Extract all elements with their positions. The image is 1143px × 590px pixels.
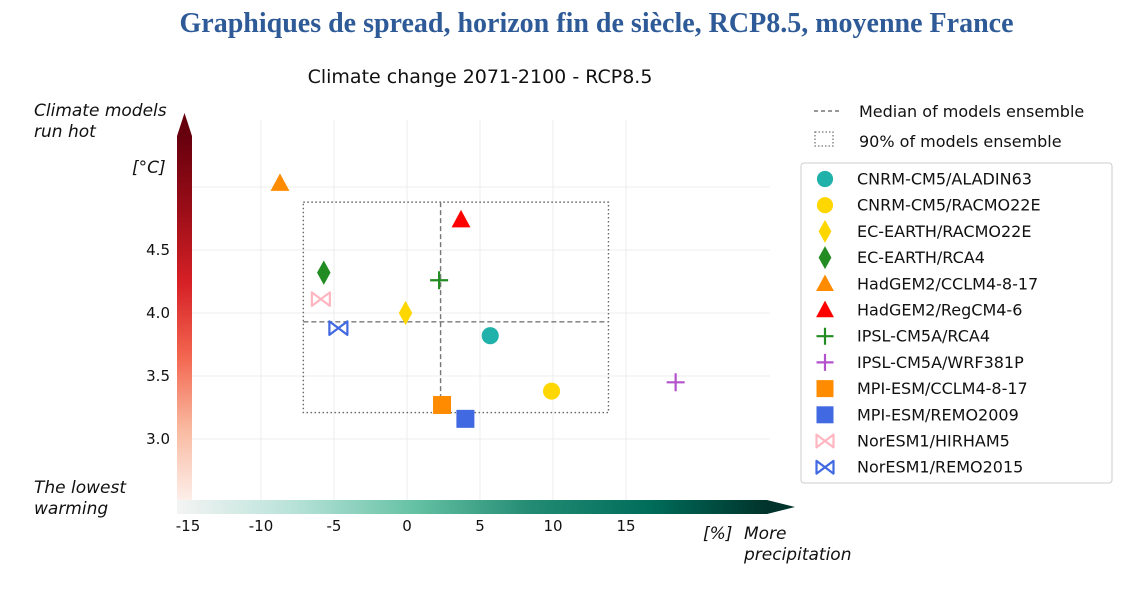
marker-hadgem2-cclm4-8-17 xyxy=(270,173,290,191)
bottom-left-label-line2: warming xyxy=(34,499,108,519)
marker-hadgem2-regcm4-6 xyxy=(451,209,471,228)
precipitation-colorbar xyxy=(177,500,767,514)
marker-noresm1-hirham5 xyxy=(310,291,331,307)
legend-label: NorESM1/HIRHAM5 xyxy=(857,432,1010,451)
legend-swatch xyxy=(818,219,832,243)
legend-p90-label: 90% of models ensemble xyxy=(859,132,1062,151)
temperature-colorbar xyxy=(177,136,192,502)
marker-cnrm-cm5-racmo22e xyxy=(542,382,561,400)
x-unit-label: [%] xyxy=(703,524,732,544)
x-tick-label: 0 xyxy=(402,517,412,535)
marker-ipsl-cm5a-rca4 xyxy=(430,271,449,290)
x-tick-labels: -15 -10 -5 0 5 10 15 xyxy=(176,517,636,535)
legend-median-label: Median of models ensemble xyxy=(859,102,1084,121)
y-tick-label: 4.0 xyxy=(146,304,170,322)
marker-mpi-esm-cclm4-8-17 xyxy=(433,395,452,414)
marker-mpi-esm-remo2009 xyxy=(456,409,475,428)
marker-cnrm-cm5-aladin63 xyxy=(481,327,499,345)
marker-ec-earth-rca4 xyxy=(317,260,331,285)
temperature-colorbar-arrow xyxy=(177,113,192,136)
legend-label: IPSL-CM5A/RCA4 xyxy=(857,327,990,346)
x-tick-label: 10 xyxy=(543,517,562,535)
legend-box xyxy=(800,162,1113,484)
bottom-left-label-line1: The lowest xyxy=(34,478,127,498)
legend-label: MPI-ESM/REMO2009 xyxy=(857,405,1019,424)
x-label-line1: More xyxy=(744,524,787,544)
median-lines xyxy=(303,202,609,413)
y-unit-label: [°C] xyxy=(132,158,166,178)
legend-label: HadGEM2/RegCM4-6 xyxy=(857,301,1022,320)
legend-label: HadGEM2/CCLM4-8-17 xyxy=(857,274,1038,293)
precipitation-colorbar-arrow xyxy=(767,500,795,514)
marker-ipsl-cm5a-wrf381p xyxy=(666,373,685,392)
page-title: Graphiques de spread, horizon fin de siè… xyxy=(179,8,1014,39)
legend-swatch xyxy=(818,246,832,270)
legend-swatch xyxy=(815,433,835,449)
p90-rect xyxy=(302,201,610,414)
x-label-line2: precipitation xyxy=(743,545,851,565)
legend-label: EC-EARTH/RCA4 xyxy=(857,248,985,267)
y-top-label: Climate models run hot xyxy=(34,101,172,142)
bottom-left-label: The lowest warming xyxy=(34,478,131,519)
y-tick-label: 3.5 xyxy=(146,367,170,385)
x-tick-label: -15 xyxy=(176,517,201,535)
legend-label: IPSL-CM5A/WRF381P xyxy=(857,353,1024,372)
legend-p90-swatch xyxy=(814,131,834,147)
legend-swatch xyxy=(816,197,834,214)
grid xyxy=(187,120,770,503)
legend-swatch xyxy=(815,459,835,475)
data-markers xyxy=(270,173,685,428)
x-tick-label: 5 xyxy=(475,517,485,535)
legend-reference: Median of models ensemble 90% of models … xyxy=(814,102,1084,151)
x-label: More precipitation xyxy=(743,524,851,565)
legend-swatch xyxy=(816,327,834,345)
legend-swatch xyxy=(816,406,834,424)
legend-swatch xyxy=(816,274,834,292)
legend-swatch xyxy=(816,300,834,318)
y-top-label-line1: Climate models xyxy=(34,101,167,121)
marker-ec-earth-racmo22e xyxy=(398,300,413,326)
legend-models: CNRM-CM5/ALADIN63 CNRM-CM5/RACMO22E EC-EAR… xyxy=(815,170,1041,477)
y-top-label-line2: run hot xyxy=(34,122,97,142)
legend-swatch xyxy=(816,353,834,371)
y-tick-labels: 3.0 3.5 4.0 4.5 xyxy=(146,241,170,448)
legend-label: CNRM-CM5/ALADIN63 xyxy=(857,170,1032,189)
x-tick-label: -10 xyxy=(249,517,274,535)
legend-label: MPI-ESM/CCLM4-8-17 xyxy=(857,379,1028,398)
x-tick-label: 15 xyxy=(616,517,635,535)
x-tick-label: -5 xyxy=(327,517,342,535)
legend-label: CNRM-CM5/RACMO22E xyxy=(857,196,1041,215)
legend-swatch xyxy=(816,170,834,188)
chart-title: Climate change 2071-2100 - RCP8.5 xyxy=(308,66,653,88)
legend-label: NorESM1/REMO2015 xyxy=(857,458,1023,477)
marker-noresm1-remo2015 xyxy=(328,320,349,336)
y-tick-label: 4.5 xyxy=(146,241,170,259)
p90-box xyxy=(302,201,610,414)
legend-label: EC-EARTH/RACMO22E xyxy=(857,222,1031,241)
legend-swatch xyxy=(816,380,834,398)
y-tick-label: 3.0 xyxy=(146,430,170,448)
